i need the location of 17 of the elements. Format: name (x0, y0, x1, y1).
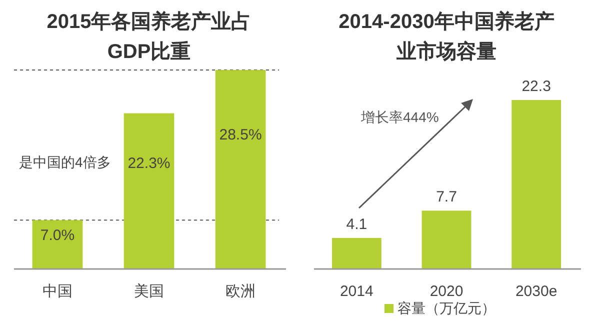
x-tick-label: 2020 (430, 283, 464, 300)
x-tick-label: 2030e (515, 283, 558, 300)
x-tick-label: 美国 (134, 283, 164, 300)
annotation: 是中国的4倍多 (19, 154, 111, 170)
data-label: 7.0% (40, 227, 75, 244)
x-tick-label: 欧洲 (226, 283, 256, 300)
x-tick-label: 中国 (42, 283, 72, 300)
data-label: 4.1 (346, 216, 368, 233)
chart-title: 2014-2030年中国养老产业市场容量 (338, 10, 554, 63)
data-label: 22.3% (128, 154, 170, 172)
data-label: 28.5% (219, 126, 262, 144)
data-label: 7.7 (436, 188, 457, 206)
chart-title: 2015年各国养老产业占GDP比重 (46, 10, 252, 63)
data-label: 22.3 (522, 78, 551, 95)
x-tick-label: 2014 (340, 283, 374, 300)
legend-label: 容量（万亿元） (398, 300, 496, 316)
annotation: 增长率444% (360, 109, 439, 125)
